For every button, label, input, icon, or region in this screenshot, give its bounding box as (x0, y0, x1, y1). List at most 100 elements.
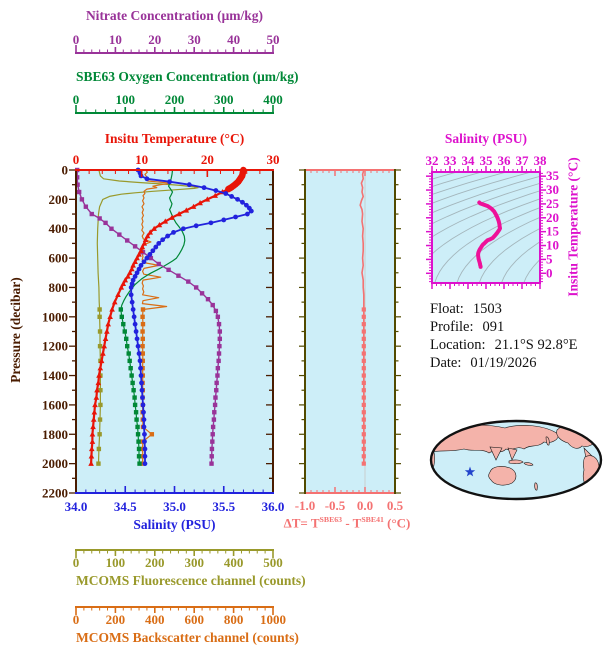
svg-text:300: 300 (184, 555, 204, 570)
svg-text:20: 20 (201, 152, 214, 167)
svg-text:5: 5 (546, 251, 553, 266)
svg-text:30: 30 (188, 32, 201, 47)
svg-text:34: 34 (462, 153, 476, 168)
svg-text:0: 0 (73, 152, 80, 167)
svg-text:800: 800 (49, 280, 69, 295)
svg-text:400: 400 (145, 612, 165, 627)
delta-t-label-sup2: SBE41 (361, 515, 384, 524)
delta-t-axis-title: ΔT= TSBE63 - TSBE41 (°C) (272, 515, 422, 531)
nitrate-axis: 0 10 20 30 40 50 (73, 32, 280, 54)
svg-text:0: 0 (73, 555, 80, 570)
svg-text:100: 100 (106, 555, 126, 570)
oxygen-axis: 0 100 200 300 400 (73, 92, 283, 114)
svg-text:35: 35 (480, 153, 494, 168)
svg-text:100: 100 (116, 92, 136, 107)
svg-text:32: 32 (426, 153, 439, 168)
svg-text:600: 600 (49, 251, 69, 266)
svg-text:0: 0 (73, 92, 80, 107)
delta-t-label-sup1: SBE63 (319, 515, 343, 524)
ts-curve (476, 200, 502, 269)
pressure-axis-title: Pressure (decibar) (8, 277, 23, 383)
svg-text:1000: 1000 (42, 309, 68, 324)
ts-isopycnals (432, 172, 540, 283)
svg-text:34.5: 34.5 (114, 499, 137, 514)
svg-text:2200: 2200 (42, 486, 68, 501)
ts-salinity-axis-title: Salinity (PSU) (444, 131, 528, 146)
svg-text:38: 38 (534, 153, 548, 168)
oxygen-axis-title: SBE63 Oxygen Concentration (μm/kg) (76, 69, 299, 84)
float-info-line-float: Float: 1503 (430, 301, 502, 317)
svg-text:1600: 1600 (42, 397, 68, 412)
svg-text:40: 40 (227, 32, 240, 47)
svg-text:10: 10 (546, 238, 559, 253)
svg-text:0.0: 0.0 (357, 498, 373, 513)
svg-text:1400: 1400 (42, 368, 68, 383)
profile-number: 091 (482, 319, 505, 335)
svg-text:15: 15 (546, 224, 560, 239)
float-location-star (464, 466, 476, 477)
svg-text:300: 300 (214, 92, 234, 107)
delta-t-panel: -1.0 -0.5 0.0 0.5 (295, 169, 404, 513)
svg-text:0: 0 (546, 265, 553, 280)
svg-text:200: 200 (145, 555, 165, 570)
salinity-axis-title: Salinity (PSU) (133, 517, 216, 532)
svg-text:1000: 1000 (260, 612, 286, 627)
svg-text:30: 30 (546, 182, 559, 197)
svg-text:10: 10 (135, 152, 148, 167)
series-oxygen (118, 169, 186, 466)
svg-text:400: 400 (224, 555, 244, 570)
delta-t-series (359, 169, 365, 464)
svg-text:33: 33 (444, 153, 458, 168)
svg-text:25: 25 (546, 196, 560, 211)
world-map (429, 419, 603, 501)
svg-text:50: 50 (267, 32, 280, 47)
series-temperature (88, 166, 247, 466)
svg-text:36: 36 (498, 153, 512, 168)
location-value: 21.1°S 92.8°E (494, 337, 578, 353)
float-info-line-profile: Profile: 091 (430, 319, 505, 335)
float-info-line-date: Date: 01/19/2026 (430, 355, 537, 371)
svg-text:600: 600 (184, 612, 204, 627)
svg-text:-1.0: -1.0 (295, 498, 316, 513)
svg-text:1800: 1800 (42, 427, 68, 442)
svg-text:0: 0 (73, 32, 80, 47)
svg-text:37: 37 (516, 153, 530, 168)
main-plot-area (76, 170, 273, 493)
temperature-axis-title: Insitu Temperature (°C) (104, 131, 245, 146)
svg-text:0: 0 (73, 612, 80, 627)
float-info-line-location: Location: 21.1°S 92.8°E (430, 337, 578, 353)
svg-text:35.5: 35.5 (212, 499, 235, 514)
main-plot-frame: 0200400600800100012001400160018002000220… (42, 152, 284, 514)
svg-text:800: 800 (224, 612, 244, 627)
series-nitrate (74, 167, 223, 466)
svg-text:34.0: 34.0 (65, 499, 88, 514)
nitrate-axis-title: Nitrate Concentration (μm/kg) (85, 8, 264, 23)
svg-text:200: 200 (49, 192, 69, 207)
svg-text:30: 30 (267, 152, 280, 167)
svg-text:10: 10 (109, 32, 122, 47)
delta-t-label-post: (°C) (383, 515, 411, 531)
backscatter-axis: 0 200 400 600 800 1000 (73, 606, 286, 627)
date-value: 01/19/2026 (470, 355, 537, 371)
svg-text:2000: 2000 (42, 456, 68, 471)
svg-text:1200: 1200 (42, 339, 68, 354)
svg-text:400: 400 (49, 221, 69, 236)
svg-text:20: 20 (546, 210, 559, 225)
svg-text:200: 200 (106, 612, 126, 627)
fluorescence-axis-title: MCOMS Fluorescence channel (counts) (76, 573, 306, 588)
fluorescence-axis: 0 100 200 300 400 500 (73, 549, 283, 570)
svg-text:20: 20 (148, 32, 161, 47)
svg-text:35: 35 (546, 168, 560, 183)
svg-text:0.5: 0.5 (387, 498, 404, 513)
svg-text:0: 0 (62, 163, 69, 178)
profile-series (74, 166, 254, 467)
svg-text:36.0: 36.0 (262, 499, 285, 514)
float-number: 1503 (472, 301, 502, 317)
svg-text:200: 200 (165, 92, 185, 107)
float-info: Float: 1503 Profile: 091 Location: 21.1°S 9… (430, 300, 577, 372)
svg-text:400: 400 (263, 92, 283, 107)
delta-t-label-mid: - T (342, 515, 362, 531)
